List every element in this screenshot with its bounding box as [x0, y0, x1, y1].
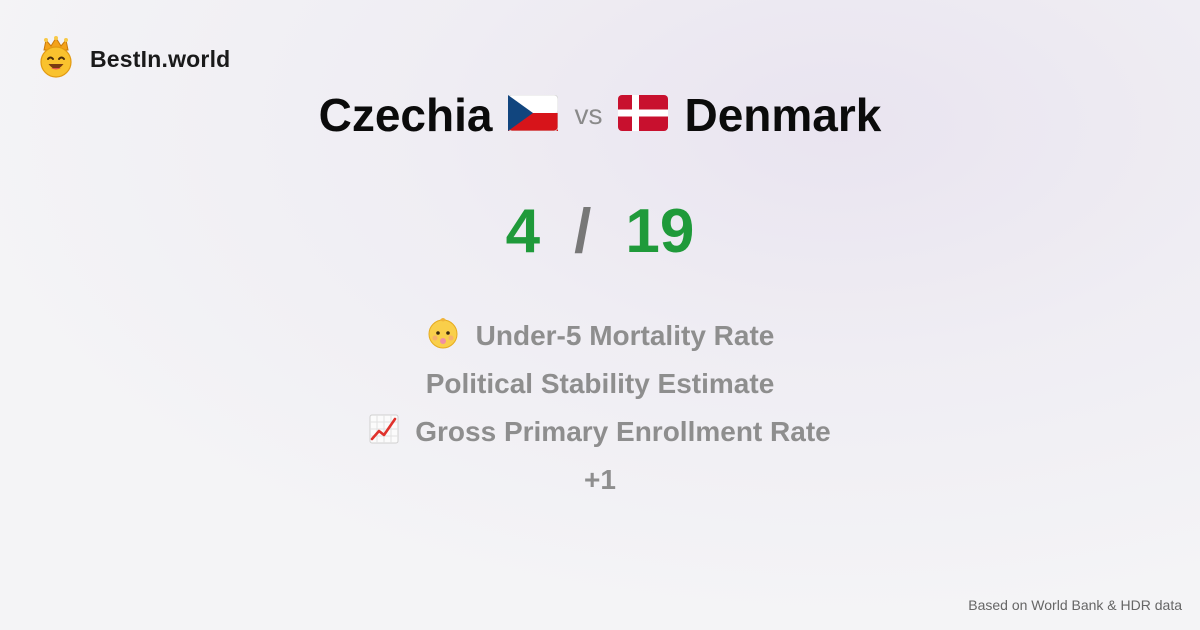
metric-label: +1: [584, 464, 616, 495]
metric-item: Political Stability Estimate: [426, 360, 775, 408]
left-score: 4: [505, 197, 541, 266]
metric-label: Gross Primary Enrollment Rate: [415, 416, 831, 447]
metric-item: Under-5 Mortality Rate: [426, 312, 775, 360]
baby-icon: [426, 316, 460, 357]
data-source-note: Based on World Bank & HDR data: [968, 597, 1182, 613]
chart-increasing-icon: [369, 414, 399, 451]
comparison-title: Czechia vs Denmark: [0, 88, 1200, 142]
left-country-name: Czechia: [318, 89, 493, 141]
brand-name: BestIn.world: [90, 46, 231, 72]
metric-label: Political Stability Estimate: [425, 368, 775, 399]
brand[interactable]: BestIn.world: [38, 36, 230, 83]
score-separator: /: [574, 197, 592, 266]
metrics-list: Under-5 Mortality Rate Political Stabili…: [0, 312, 1200, 504]
right-score: 19: [625, 197, 695, 266]
vs-label: vs: [574, 99, 603, 130]
denmark-flag-icon: [618, 94, 669, 136]
right-country-name: Denmark: [684, 89, 882, 141]
metric-label: Under-5 Mortality Rate: [475, 320, 775, 351]
metric-item: Gross Primary Enrollment Rate: [369, 408, 831, 456]
czechia-flag-icon: [508, 94, 559, 136]
metric-item: +1: [584, 456, 616, 504]
crowned-smiley-icon: [38, 36, 74, 83]
score: 4 / 19: [0, 196, 1200, 267]
